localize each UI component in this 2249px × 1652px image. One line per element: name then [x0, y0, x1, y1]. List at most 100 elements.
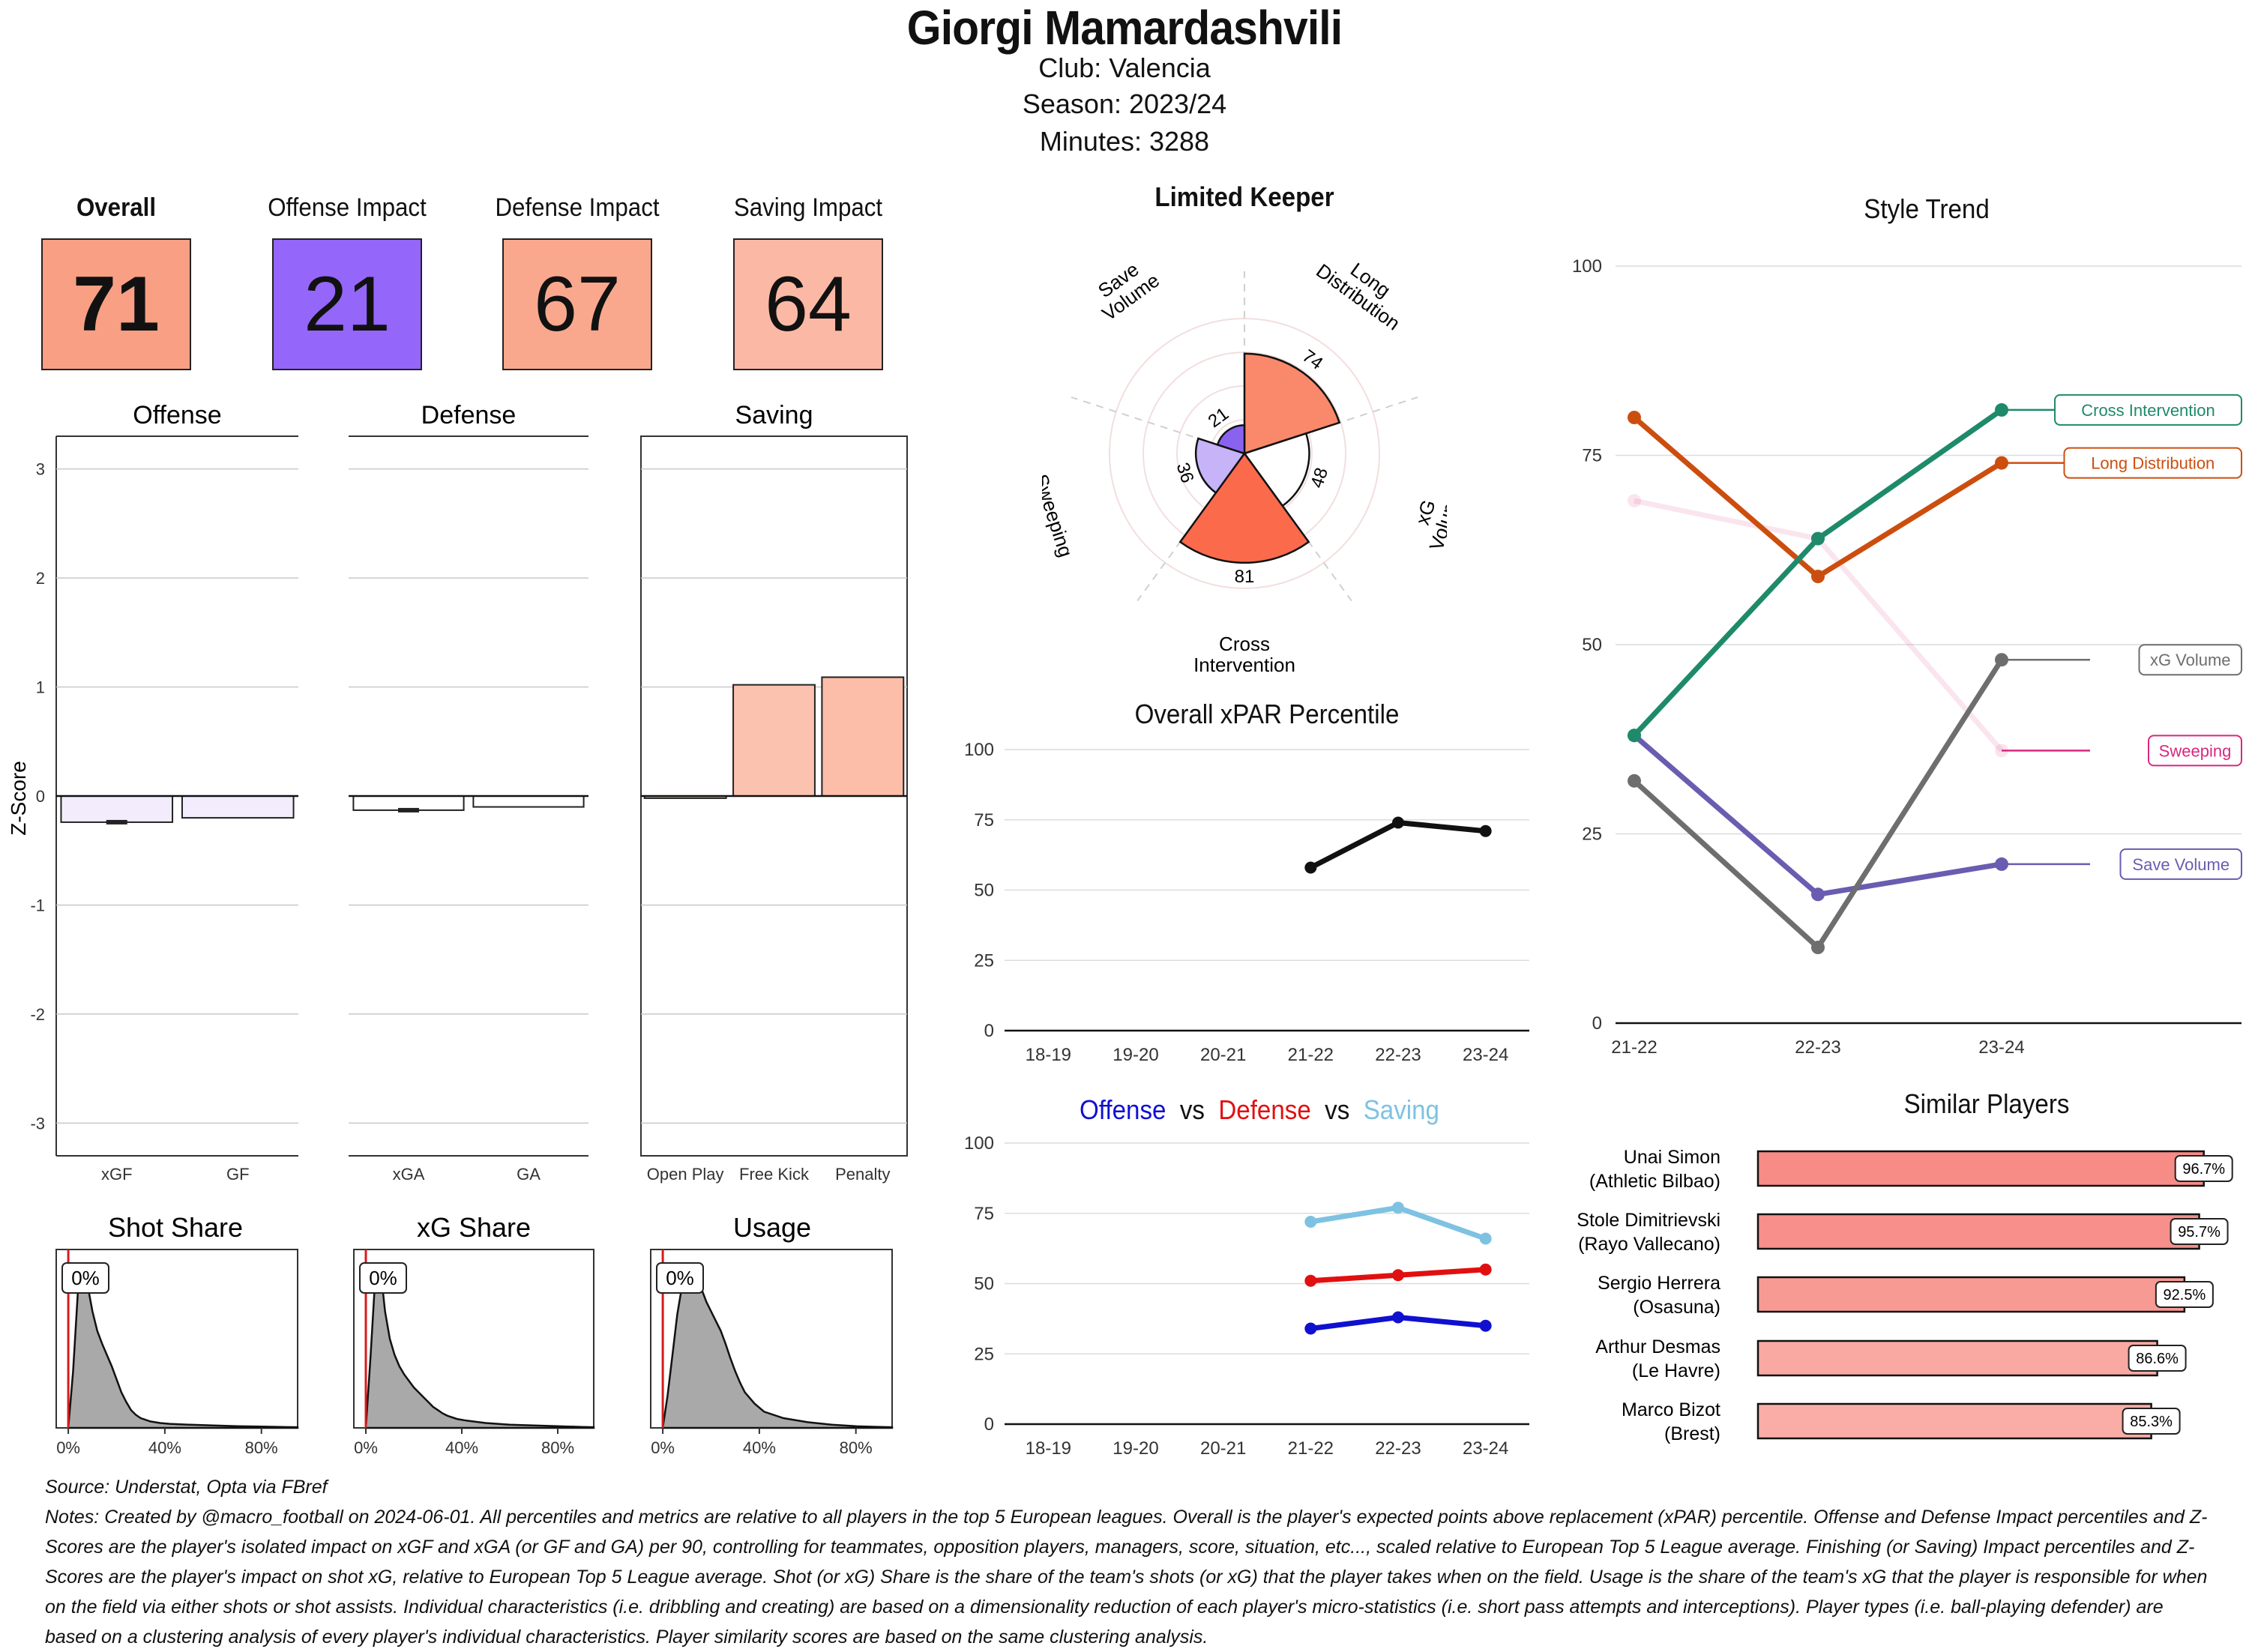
season-xtick: 21-22 — [1288, 1438, 1334, 1458]
season-ytick: 75 — [974, 1204, 994, 1224]
similar-player-club: (Le Havre) — [1632, 1360, 1720, 1381]
ods-title-defense: Defense — [1218, 1094, 1311, 1125]
polar-bar-xg-volume — [1242, 432, 1310, 507]
density-xtick: 40% — [148, 1438, 181, 1454]
style-point-sweeping — [1628, 494, 1641, 508]
similar-player-club: (Athletic Bilbao) — [1589, 1171, 1720, 1192]
style-point-save-volume — [1811, 887, 1825, 902]
zscore-bar — [60, 795, 174, 823]
similar-player-club: (Osasuna) — [1633, 1297, 1720, 1318]
similar-bar — [1756, 1339, 2158, 1377]
season-xtick: 20-21 — [1200, 1045, 1246, 1064]
density-xtick: 0% — [56, 1438, 80, 1454]
kpi-saving-label: Saving Impact — [733, 193, 883, 222]
kpi-defense-value: 67 — [502, 238, 652, 370]
season-point-defense — [1479, 1263, 1492, 1276]
density-label: 0% — [71, 1267, 100, 1289]
similar-player-name: Marco Bizot — [1622, 1399, 1720, 1420]
season-point-defense — [1304, 1274, 1317, 1287]
density-xtick: 80% — [840, 1438, 873, 1454]
zscore-xtick: Free Kick — [739, 1165, 810, 1184]
style-point-long-distribution — [1628, 411, 1641, 424]
season-line-xpar — [1309, 820, 1487, 870]
zscore-ytick: 3 — [36, 460, 45, 479]
season-xtick: 22-23 — [1375, 1045, 1421, 1064]
xpar-chart: 0 25 50 75 100 18-19 19-20 20-21 21-22 22-23 23-24 — [964, 740, 1529, 1064]
zscore-facet-title: Defense — [421, 401, 517, 429]
style-trend-chart: 0 25 50 75 100 21-22 22-23 23-24 Sweeping Save Vo… — [1572, 256, 2242, 1058]
zscore-errorbar — [398, 807, 419, 813]
zscore-bar — [181, 795, 295, 819]
zscore-ytick: 2 — [36, 569, 45, 588]
style-label-sweeping: Sweeping — [2159, 741, 2232, 760]
similar-player-name: Arthur Desmas — [1595, 1336, 1720, 1357]
similar-title: Similar Players — [1903, 1088, 2070, 1119]
polar-spoke — [1136, 486, 1222, 602]
season-ytick: 50 — [974, 1274, 994, 1294]
zscore-y-label: Z-Score — [7, 761, 30, 836]
season-point-offense — [1479, 1319, 1492, 1332]
density-xtick: 80% — [245, 1438, 278, 1454]
style-label-long-distribution: Long Distribution — [2091, 454, 2215, 473]
style-point-xg-volume — [1628, 774, 1641, 788]
polar-category-label: Cross — [1219, 633, 1270, 655]
season-point-offense — [1304, 1322, 1317, 1335]
zscore-ytick: -3 — [30, 1114, 45, 1133]
similar-bar — [1756, 1213, 2200, 1250]
ods-title-saving: Saving — [1363, 1094, 1439, 1125]
season-line: Season: 2023/24 — [1022, 88, 1227, 119]
kpi-offense-label: Offense Impact — [268, 193, 427, 222]
season-point-defense — [1392, 1269, 1404, 1282]
season-xtick: 18-19 — [1026, 1045, 1071, 1064]
density-xtick: 40% — [445, 1438, 478, 1454]
zscore-xtick: Open Play — [647, 1165, 724, 1184]
kpi-overall-value: 71 — [41, 238, 191, 370]
style-label-cross-intervention: Cross Intervention — [2081, 401, 2215, 420]
similar-score: 95.7% — [2178, 1224, 2221, 1240]
season-xtick: 20-21 — [1200, 1438, 1246, 1458]
season-ytick: 25 — [974, 950, 994, 971]
similar-score: 92.5% — [2164, 1287, 2206, 1303]
polar-value-label: 36 — [1172, 460, 1197, 486]
zscore-xtick: GA — [517, 1165, 541, 1184]
density-label-box — [656, 1262, 704, 1294]
similar-player-club: (Rayo Vallecano) — [1578, 1234, 1720, 1255]
season-point-offense — [1392, 1311, 1404, 1324]
ods-title: Offense vs Defense vs Saving — [1053, 1094, 1466, 1126]
similar-label-box — [2128, 1345, 2187, 1372]
ods-chart: 0 25 50 75 100 18-19 19-20 20-21 21-22 22-23 23-24 — [964, 1133, 1529, 1458]
kpi-saving-value: 64 — [733, 238, 883, 370]
density-label-box — [359, 1262, 407, 1294]
polar-bar-long-distribution — [1243, 352, 1341, 455]
density-label-box — [61, 1262, 109, 1294]
zscore-xtick: xGF — [101, 1165, 133, 1184]
style-line-save-volume — [1632, 733, 2002, 897]
polar-category-label: Sweeping — [1042, 471, 1077, 560]
style-ytick: 50 — [1582, 635, 1602, 655]
density-label: 0% — [369, 1267, 397, 1289]
density-title: xG Share — [417, 1212, 531, 1243]
density-xtick: 40% — [743, 1438, 776, 1454]
season-ytick: 75 — [974, 810, 994, 830]
polar-value-label: 74 — [1298, 346, 1326, 374]
style-point-cross-intervention — [1628, 729, 1641, 743]
zscore-errorbar — [106, 819, 127, 825]
similar-score: 86.6% — [2136, 1351, 2179, 1367]
style-ytick: 0 — [1592, 1013, 1602, 1034]
density-area — [364, 1263, 595, 1429]
style-xtick: 23-24 — [1978, 1037, 2024, 1058]
season-xtick: 23-24 — [1463, 1438, 1508, 1458]
ods-title-vs2: vs — [1325, 1094, 1350, 1125]
zscore-ytick: -2 — [30, 1005, 45, 1024]
season-ytick: 100 — [964, 1133, 994, 1154]
polar-bar-cross-intervention — [1178, 451, 1310, 564]
similar-score: 85.3% — [2130, 1414, 2173, 1430]
player-name: Giorgi Mamardashvili — [906, 1, 1343, 55]
polar-value-label: 21 — [1205, 404, 1232, 432]
density-label: 0% — [666, 1267, 694, 1289]
similar-player-club: (Brest) — [1664, 1423, 1720, 1444]
style-label-box — [2054, 394, 2242, 426]
density-area — [67, 1265, 299, 1429]
zscore-facet-title: Offense — [133, 401, 221, 429]
similar-player-name: Sergio Herrera — [1598, 1273, 1720, 1294]
